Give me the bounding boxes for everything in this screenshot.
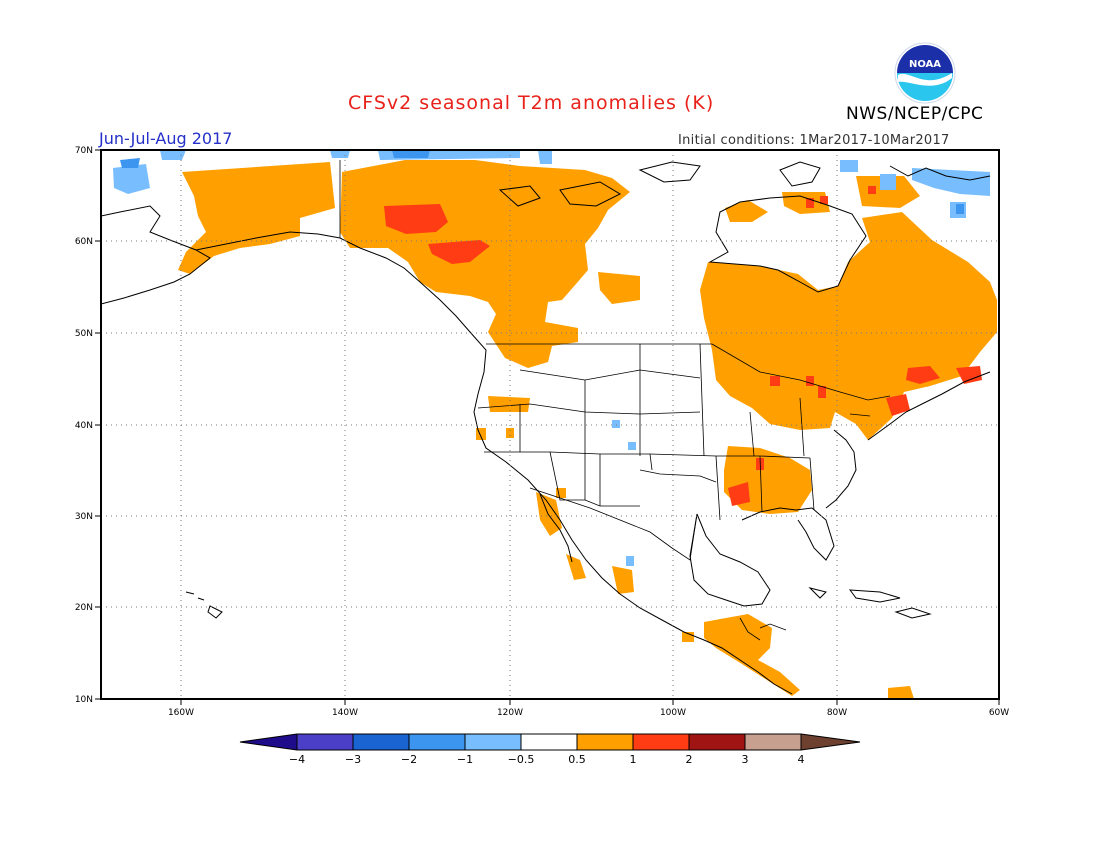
lat-label-20n: 20N [75, 603, 93, 613]
lat-label-60n: 60N [75, 237, 93, 247]
strong-cool-anomaly-areas [120, 150, 964, 214]
lon-label-160w: 160W [168, 708, 194, 718]
colorbar-segment-1-2 [633, 734, 689, 750]
colorbar-segment-minus1-minus05 [465, 734, 521, 750]
colorbar-label: 2 [686, 753, 693, 766]
agency-label: NWS/NCEP/CPC [846, 104, 984, 124]
colorbar: −4 −3 −2 −1 −0.5 0.5 1 2 3 4 [239, 733, 861, 766]
political-borders [339, 160, 891, 641]
initial-conditions-label: Initial conditions: 1Mar2017-10Mar2017 [678, 133, 950, 148]
colorbar-label: 1 [630, 753, 637, 766]
lat-label-40n: 40N [75, 421, 93, 431]
lat-label-50n: 50N [75, 329, 93, 339]
colorbar-segment-below-minus4 [240, 734, 297, 750]
colorbar-label: −3 [345, 753, 361, 766]
lat-label-70n: 70N [75, 146, 93, 156]
colorbar-label: −0.5 [508, 753, 535, 766]
map-title: CFSv2 seasonal T2m anomalies (K) [348, 92, 715, 114]
noaa-logo: NOAA [894, 42, 956, 104]
logo-text: NOAA [909, 59, 941, 70]
lon-label-80w: 80W [827, 708, 847, 718]
season-label: Jun-Jul-Aug 2017 [99, 129, 233, 148]
colorbar-segment-2-3 [689, 734, 745, 750]
lon-label-140w: 140W [332, 708, 358, 718]
lon-label-100w: 100W [660, 708, 686, 718]
colorbar-segment-above-4 [801, 734, 860, 750]
colorbar-segment-minus3-minus2 [353, 734, 409, 750]
colorbar-segment-minus2-minus1 [409, 734, 465, 750]
colorbar-label: −4 [289, 753, 305, 766]
axis-ticks [95, 149, 1000, 705]
lat-label-10n: 10N [75, 695, 93, 705]
colorbar-label: −1 [457, 753, 473, 766]
colorbar-segment-3-4 [745, 734, 801, 750]
colorbar-label: 0.5 [568, 753, 586, 766]
lat-label-30n: 30N [75, 512, 93, 522]
colorbar-segment-05-1 [577, 734, 633, 750]
colorbar-segment-minus4-minus3 [297, 734, 353, 750]
warm-anomaly-areas [178, 160, 997, 699]
coastlines [101, 161, 991, 695]
colorbar-segment-neutral [521, 734, 577, 750]
colorbar-label: −2 [401, 753, 417, 766]
colorbar-label: 3 [742, 753, 749, 766]
lon-label-60w: 60W [989, 708, 1009, 718]
colorbar-label: 4 [798, 753, 805, 766]
strong-warm-anomaly-areas [384, 186, 982, 506]
lon-label-120w: 120W [497, 708, 523, 718]
